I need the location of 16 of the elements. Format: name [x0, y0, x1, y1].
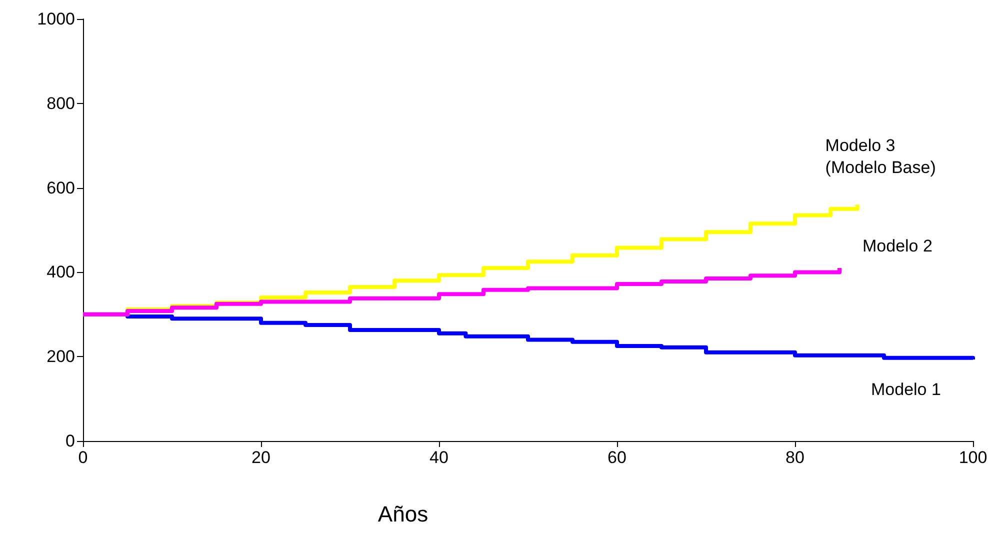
y-tick-label: 600: [46, 178, 75, 198]
x-axis-title: Años: [378, 502, 428, 526]
x-tick-label: 100: [958, 448, 988, 467]
series-label: Modelo 3 (Modelo Base): [825, 136, 936, 178]
series-label: Modelo 1: [871, 380, 941, 400]
x-tick-label: 0: [78, 448, 88, 467]
y-tick-label: 200: [46, 347, 75, 366]
x-tick-label: 20: [252, 448, 270, 467]
x-tick-label: 40: [430, 448, 448, 467]
y-tick-label: 400: [46, 262, 75, 282]
y-tick-label: 800: [46, 94, 75, 113]
y-tick-label: 1000: [37, 10, 75, 28]
x-tick-label: 80: [786, 448, 804, 467]
x-tick-label: 60: [608, 448, 626, 467]
series-label: Modelo 2: [862, 236, 932, 256]
y-tick-label: 0: [66, 432, 75, 450]
